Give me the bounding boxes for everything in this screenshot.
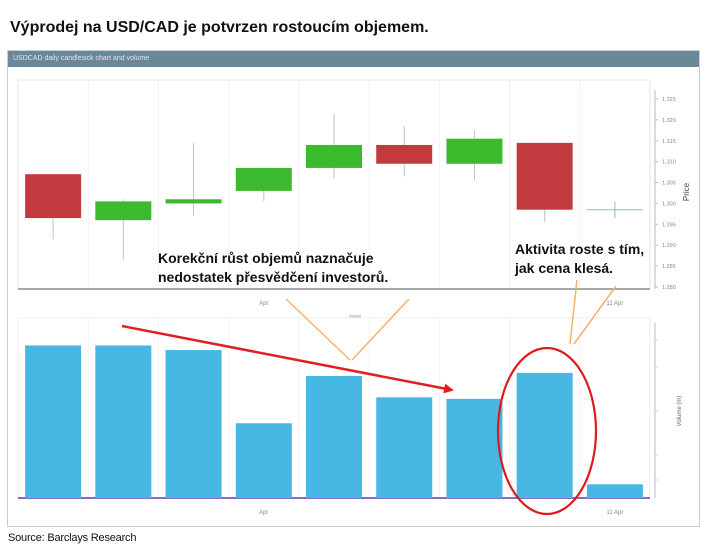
candle xyxy=(25,174,82,239)
callout-line xyxy=(573,285,617,345)
annotation-layer xyxy=(121,279,617,516)
volume-bar xyxy=(25,345,82,498)
price-tick-label: 1.315 xyxy=(662,139,676,145)
price-tick-label: 1.295 xyxy=(662,222,676,228)
price-x-tick: 11 Apr xyxy=(606,301,623,307)
volume-bar xyxy=(586,484,643,498)
candle xyxy=(376,126,433,177)
callout-line xyxy=(351,298,410,361)
volume-bar xyxy=(235,423,292,498)
candle-body xyxy=(306,144,362,168)
price-tick-label: 1.325 xyxy=(662,97,676,103)
highlight-ellipse xyxy=(496,346,598,516)
candle xyxy=(586,201,643,219)
candle-body xyxy=(25,174,82,219)
callout-line xyxy=(285,298,351,361)
candle xyxy=(165,142,222,216)
candle-body xyxy=(516,142,573,210)
source-caption: Source: Barclays Research xyxy=(8,532,137,544)
chart-header: USDCAD daily candlesick chart and volume xyxy=(8,51,699,67)
candle-body xyxy=(165,199,222,204)
volume-panel xyxy=(25,345,643,498)
candle xyxy=(516,142,573,223)
headline: Výprodej na USD/CAD je potvrzen rostoucí… xyxy=(10,19,429,36)
candle-body xyxy=(376,144,433,164)
price-tick-label: 1.285 xyxy=(662,264,676,270)
volume-bar xyxy=(516,372,573,498)
candle xyxy=(446,130,503,181)
volume-bar xyxy=(165,350,222,498)
volume-bar xyxy=(446,398,503,498)
callout-line xyxy=(569,279,578,345)
annotation-volume-correction: Korekční růst objemů naznačuje nedostate… xyxy=(158,250,389,285)
candle xyxy=(235,167,292,202)
candle xyxy=(95,199,152,260)
volume-x-tick: 11 Apr xyxy=(606,510,623,516)
volume-bar xyxy=(376,397,433,498)
candle xyxy=(306,113,362,179)
volume-axis-label: Volume (m) xyxy=(677,396,683,427)
trend-arrow xyxy=(121,324,454,394)
panel-divider-handle xyxy=(349,315,361,318)
price-panel xyxy=(25,113,643,260)
volume-bar xyxy=(95,345,152,498)
price-tick-label: 1.310 xyxy=(662,160,676,166)
price-axis-label: Price xyxy=(682,182,691,201)
annotation-activity-rising: Aktivita roste s tím, jak cena klesá. xyxy=(515,241,645,276)
price-tick-label: 1.305 xyxy=(662,181,676,187)
volume-bar xyxy=(306,375,362,498)
price-tick-label: 1.320 xyxy=(662,118,676,124)
price-tick-label: 1.280 xyxy=(662,285,676,291)
price-tick-label: 1.290 xyxy=(662,243,676,249)
candle-body xyxy=(235,167,292,191)
candle-body xyxy=(95,201,152,221)
price-tick-label: 1.300 xyxy=(662,201,676,207)
candle-body xyxy=(446,138,503,164)
price-x-tick: Apr xyxy=(259,301,268,307)
volume-x-tick: Apr xyxy=(259,510,268,516)
